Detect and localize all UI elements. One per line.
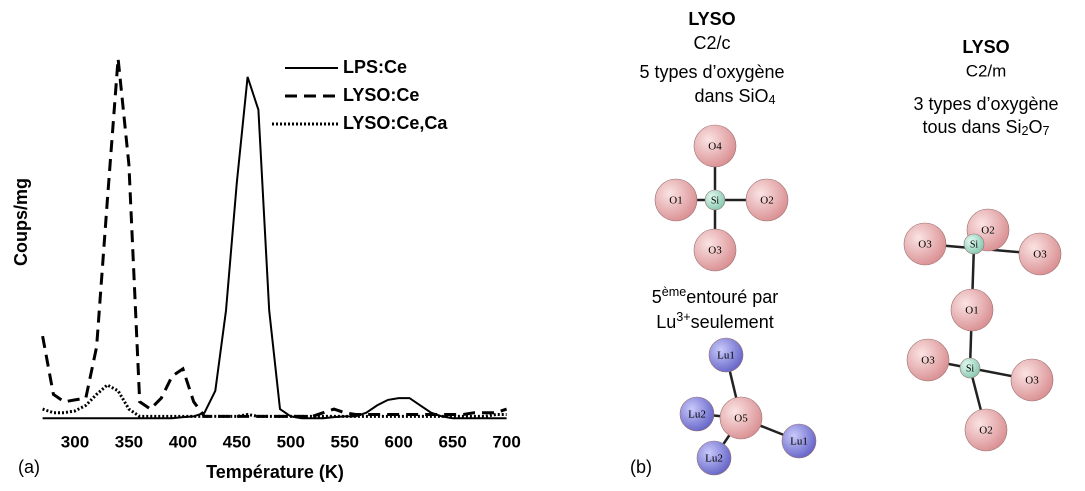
atom-label: O3 [708,245,722,257]
panel-label: (b) [630,457,652,477]
atom-label: Lu2 [705,453,723,465]
caption-run: 3+ [676,310,690,324]
atom-label: O2 [981,225,994,237]
legend-label: LYSO:Ce,Ca [343,113,448,133]
atom-label: Si [966,363,975,374]
caption-run: 5 types d’oxygène [639,62,784,82]
atom-label: O3 [918,239,932,251]
space-group: C2/m [966,61,1007,80]
atom-label: Lu1 [717,350,735,362]
atom-label: O2 [979,425,992,437]
caption-run: Lu [656,312,676,332]
atom-label: O4 [708,141,722,153]
x-tick-label: 550 [331,432,359,451]
caption-run: 7 [1043,124,1050,138]
caption-run: 4 [769,93,776,107]
caption-run: 5 [652,287,662,307]
x-tick-label: 400 [169,432,197,451]
atom-label: O3 [1033,249,1047,261]
x-tick-label: 600 [385,432,413,451]
atom-label: O3 [921,355,935,367]
caption: tous dans Si2O7 [922,117,1049,138]
caption-run: 3 types d’oxygène [913,94,1058,114]
x-tick-label: 650 [438,432,466,451]
atom-label: Lu2 [688,409,706,421]
caption: Lu3+seulement [656,310,773,332]
caption-run: ème [662,285,687,299]
atom-label: O3 [1025,375,1039,387]
caption: 5èmeentouré par [652,285,779,307]
legend-label: LYSO:Ce [343,85,419,105]
figure: (a) Température (K) Coups/mg (b) LYSO C2… [0,0,1085,491]
caption-run: entouré par [686,287,778,307]
structure-title: LYSO [688,9,735,29]
caption-run: O [1029,117,1043,137]
atom-label: O1 [965,305,978,317]
caption: 5 types d’oxygène [639,62,784,82]
x-axis-label: Température (K) [206,462,344,482]
atom-label: Lu1 [790,436,808,448]
x-tick-label: 450 [223,432,251,451]
caption: 3 types d’oxygène [913,94,1058,114]
legend-label: LPS:Ce [343,57,407,77]
x-tick-label: 700 [492,432,520,451]
y-axis-label: Coups/mg [11,178,31,266]
atom-label: O1 [669,195,682,207]
caption-run: 2 [1022,124,1029,138]
structure-title: LYSO [962,37,1009,57]
caption-run: dans SiO [694,86,768,106]
atom-label: Si [711,195,720,206]
data-line [43,385,507,416]
x-tick-label: 350 [115,432,143,451]
x-tick-label: 300 [61,432,89,451]
atom-label: O2 [760,195,773,207]
caption-run: tous dans Si [922,117,1021,137]
panel-label: (a) [18,457,40,477]
x-tick-label: 500 [277,432,305,451]
atom-label: Si [970,239,979,250]
caption: dans SiO4 [694,86,775,107]
space-group: C2/c [693,33,730,53]
caption-run: seulement [691,312,774,332]
atom-label: O5 [734,413,748,425]
